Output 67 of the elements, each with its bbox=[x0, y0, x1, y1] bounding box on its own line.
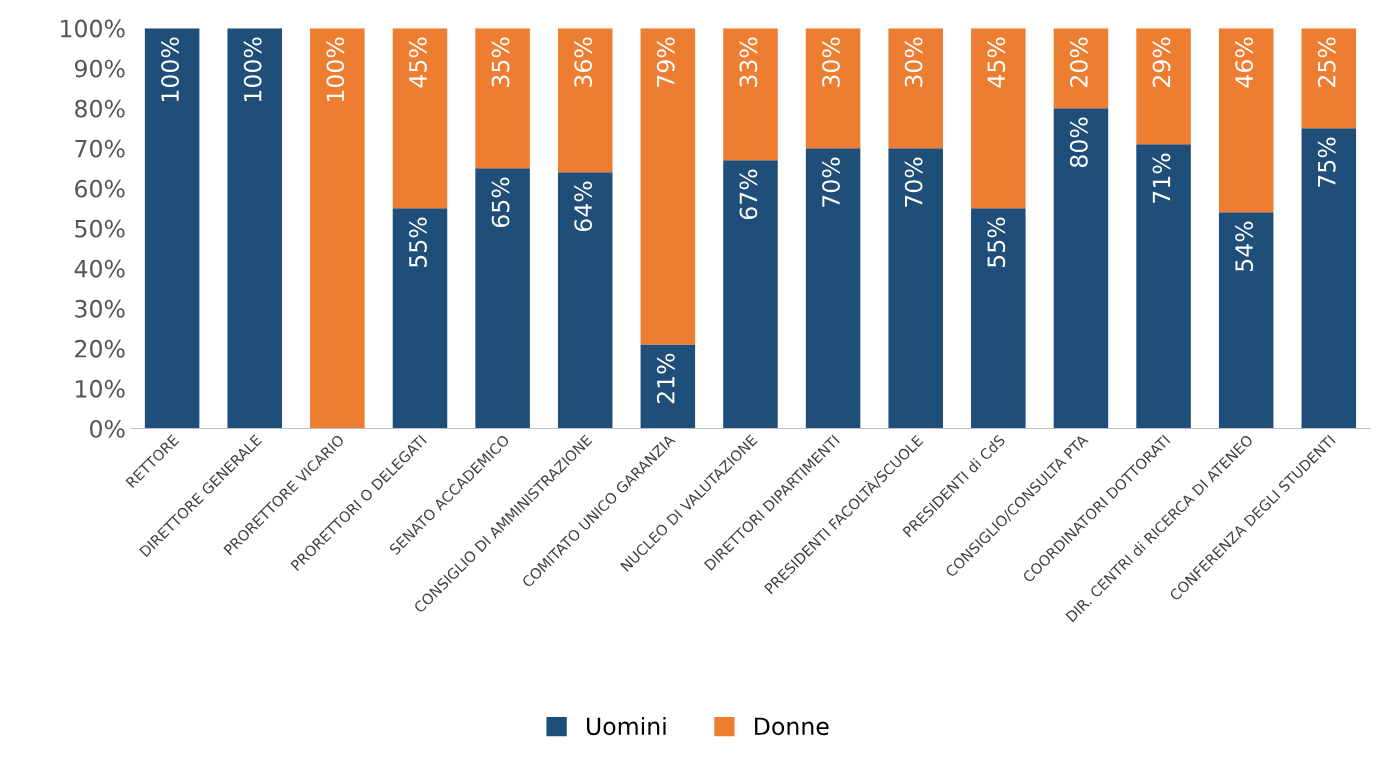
y-tick-label: 10% bbox=[76, 379, 125, 398]
bar bbox=[144, 28, 200, 429]
data-label: 35% bbox=[491, 37, 510, 87]
data-label: 46% bbox=[1235, 37, 1254, 88]
data-label: 45% bbox=[408, 37, 427, 88]
data-label: 45% bbox=[987, 37, 1006, 88]
data-label: 36% bbox=[574, 37, 593, 87]
data-label: 65% bbox=[491, 177, 510, 228]
y-tick-label: 0% bbox=[90, 419, 125, 438]
legend-label: Donne bbox=[755, 717, 829, 736]
bar bbox=[1136, 28, 1191, 145]
bar bbox=[475, 168, 530, 429]
data-label: 55% bbox=[987, 217, 1006, 267]
bar bbox=[1053, 28, 1109, 109]
bar bbox=[392, 208, 448, 429]
bar bbox=[1136, 144, 1191, 429]
data-label: 100% bbox=[326, 37, 345, 102]
data-label: 75% bbox=[1317, 137, 1336, 187]
data-label: 30% bbox=[822, 37, 840, 87]
y-tick-label: 70% bbox=[75, 139, 125, 158]
bar bbox=[310, 28, 365, 429]
data-label: 55% bbox=[408, 217, 427, 267]
bar bbox=[557, 28, 613, 173]
data-label: 80% bbox=[1069, 117, 1088, 168]
bar bbox=[640, 28, 696, 345]
bar bbox=[723, 28, 778, 161]
data-label: 21% bbox=[656, 353, 675, 404]
y-tick-label: 90% bbox=[74, 59, 125, 78]
data-label: 25% bbox=[1317, 37, 1336, 87]
bar bbox=[1053, 108, 1109, 429]
bar bbox=[1218, 212, 1274, 429]
data-label: 70% bbox=[904, 157, 923, 207]
bar bbox=[888, 28, 943, 149]
bar bbox=[1218, 28, 1274, 213]
bar bbox=[805, 148, 861, 429]
data-label: 67% bbox=[739, 169, 758, 220]
bar bbox=[1301, 28, 1357, 129]
bar bbox=[805, 28, 861, 149]
bar bbox=[640, 344, 696, 429]
bar bbox=[227, 28, 283, 429]
bar bbox=[392, 28, 448, 209]
data-label: 33% bbox=[739, 37, 758, 87]
bar bbox=[557, 172, 613, 429]
y-tick-label: 100% bbox=[61, 19, 125, 38]
data-label: 64% bbox=[574, 181, 593, 232]
y-tick-label: 50% bbox=[75, 219, 125, 238]
data-label: 30% bbox=[904, 37, 923, 87]
data-label: 79% bbox=[656, 37, 675, 87]
data-label: 29% bbox=[1152, 37, 1171, 87]
y-tick-label: 20% bbox=[75, 339, 125, 358]
bar bbox=[971, 28, 1026, 209]
bar bbox=[971, 208, 1026, 429]
data-label: 100% bbox=[161, 37, 179, 102]
y-tick-label: 30% bbox=[75, 299, 125, 318]
data-label: 71% bbox=[1152, 153, 1171, 203]
data-label: 54% bbox=[1235, 221, 1254, 271]
data-label: 70% bbox=[822, 157, 840, 207]
bar bbox=[1301, 128, 1357, 429]
y-tick-label: 60% bbox=[75, 179, 125, 198]
legend-label: Uomini bbox=[586, 716, 666, 736]
data-label: 20% bbox=[1069, 37, 1088, 87]
y-tick-label: 80% bbox=[75, 99, 125, 118]
bar bbox=[888, 148, 943, 429]
bar bbox=[723, 160, 778, 429]
data-label: 100% bbox=[243, 37, 262, 102]
bar bbox=[475, 28, 530, 169]
y-tick-label: 40% bbox=[74, 259, 125, 278]
